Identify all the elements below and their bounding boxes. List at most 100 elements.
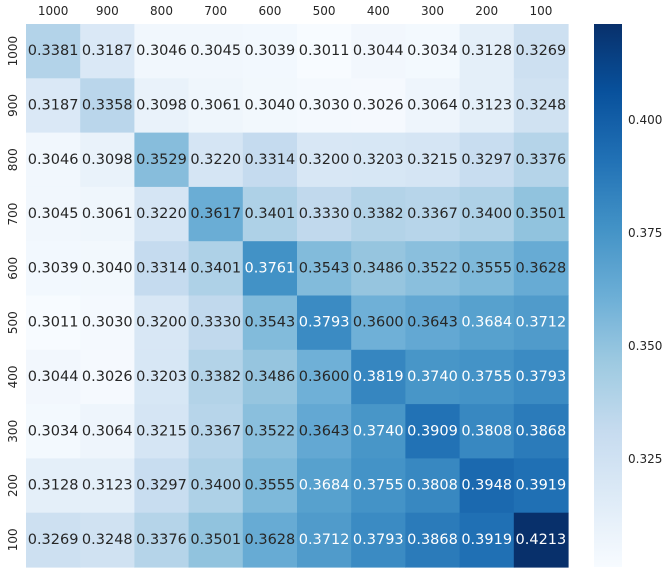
heatmap-cell-label-r7-c2: 0.3215 <box>136 423 187 439</box>
heatmap-cell-label-r9-c8: 0.3919 <box>461 532 512 548</box>
heatmap-cell-r3-c0 <box>26 186 81 242</box>
heatmap-cell-label-r3-c0: 0.3045 <box>28 206 79 222</box>
heatmap-cell-r2-c2 <box>134 132 190 188</box>
heatmap-cell-r8-c8 <box>459 458 515 514</box>
heatmap-cell-r6-c3 <box>188 349 244 405</box>
y-tick-label-7: 300 <box>6 420 20 443</box>
heatmap-cell-label-r9-c6: 0.3793 <box>353 532 404 548</box>
heatmap-cell-r2-c5 <box>297 132 352 188</box>
heatmap-cell-label-r0-c2: 0.3046 <box>136 43 187 59</box>
heatmap-cell-label-r7-c6: 0.3740 <box>353 423 404 439</box>
colorbar-tick-labels: 0.325 0.350 0.375 0.400 <box>628 113 662 466</box>
heatmap-cell-label-r2-c4: 0.3314 <box>245 152 296 168</box>
heatmap-cell-label-r4-c5: 0.3543 <box>299 260 350 276</box>
heatmap-cell-r1-c5 <box>297 78 352 134</box>
heatmap-cell-r3-c2 <box>134 186 190 242</box>
heatmap-cell-label-r4-c2: 0.3314 <box>136 260 187 276</box>
heatmap-cell-label-r0-c1: 0.3187 <box>82 43 133 59</box>
heatmap-cell-label-r5-c1: 0.3030 <box>82 315 133 331</box>
heatmap-cell-label-r7-c4: 0.3522 <box>245 423 296 439</box>
heatmap-cell-label-r6-c3: 0.3382 <box>190 369 241 385</box>
y-tick-label-0: 1000 <box>6 36 20 67</box>
heatmap-cell-r2-c6 <box>351 132 406 188</box>
heatmap-cell-r9-c4 <box>242 512 298 568</box>
x-tick-label-8: 200 <box>475 4 498 18</box>
heatmap-cell-label-r9-c2: 0.3376 <box>136 532 187 548</box>
heatmap-cell-label-r4-c4: 0.3761 <box>245 260 296 276</box>
heatmap-cell-label-r1-c4: 0.3040 <box>245 97 296 113</box>
heatmap-cells <box>26 24 569 568</box>
heatmap-cell-r8-c3 <box>188 458 244 514</box>
heatmap-cell-label-r8-c9: 0.3919 <box>516 478 567 494</box>
heatmap-cell-r8-c2 <box>134 458 190 514</box>
heatmap-cell-label-r1-c3: 0.3061 <box>190 97 241 113</box>
heatmap-cell-r6-c4 <box>242 349 298 405</box>
heatmap-cell-r6-c0 <box>26 349 81 405</box>
heatmap-cell-label-r7-c8: 0.3808 <box>461 423 512 439</box>
heatmap-cell-label-r3-c4: 0.3401 <box>245 206 296 222</box>
heatmap-cell-label-r6-c4: 0.3486 <box>245 369 296 385</box>
heatmap-cell-label-r4-c7: 0.3522 <box>407 260 458 276</box>
heatmap-cell-r8-c1 <box>80 458 135 514</box>
heatmap-cell-label-r9-c7: 0.3868 <box>407 532 458 548</box>
heatmap-cell-r7-c5 <box>297 404 352 459</box>
heatmap-cell-r5-c6 <box>351 295 406 351</box>
heatmap-cell-r2-c3 <box>188 132 244 188</box>
heatmap-cell-label-r2-c6: 0.3203 <box>353 152 404 168</box>
heatmap-cell-label-r1-c1: 0.3358 <box>82 97 133 113</box>
heatmap-cell-r4-c0 <box>26 241 81 297</box>
heatmap-cell-r7-c9 <box>513 404 569 459</box>
y-tick-label-5: 500 <box>6 311 20 334</box>
heatmap-cell-label-r6-c7: 0.3740 <box>407 369 458 385</box>
heatmap-cell-r3-c6 <box>351 186 406 242</box>
heatmap-cell-r7-c2 <box>134 404 190 459</box>
y-tick-label-3: 700 <box>6 203 20 226</box>
heatmap-cell-r7-c3 <box>188 404 244 459</box>
heatmap-cell-label-r7-c5: 0.3643 <box>299 423 350 439</box>
heatmap-cell-label-r4-c0: 0.3039 <box>28 260 79 276</box>
heatmap-cell-label-r2-c3: 0.3220 <box>190 152 241 168</box>
heatmap-cell-r1-c8 <box>459 78 515 134</box>
heatmap-cell-r4-c7 <box>405 241 461 297</box>
heatmap-cell-label-r0-c6: 0.3044 <box>353 43 404 59</box>
heatmap-cell-r0-c3 <box>188 24 244 79</box>
heatmap-cell-r2-c0 <box>26 132 81 188</box>
x-tick-label-6: 400 <box>367 4 390 18</box>
colorbar-tick-label-3: 0.400 <box>628 113 662 127</box>
heatmap-cell-r3-c3 <box>188 186 244 242</box>
heatmap-cell-label-r8-c8: 0.3948 <box>461 478 512 494</box>
y-tick-label-1: 900 <box>6 94 20 117</box>
heatmap-cell-r4-c6 <box>351 241 406 297</box>
heatmap-cell-r4-c9 <box>513 241 569 297</box>
heatmap-cell-r3-c8 <box>459 186 515 242</box>
heatmap-cell-label-r5-c4: 0.3543 <box>245 315 296 331</box>
heatmap-cell-label-r1-c8: 0.3123 <box>461 97 512 113</box>
heatmap-cell-r1-c6 <box>351 78 406 134</box>
heatmap-cell-label-r3-c7: 0.3367 <box>407 206 458 222</box>
heatmap-cell-label-r2-c8: 0.3297 <box>461 152 512 168</box>
heatmap-cell-r6-c6 <box>351 349 406 405</box>
x-tick-label-3: 700 <box>204 4 227 18</box>
heatmap-cell-label-r1-c9: 0.3248 <box>516 97 567 113</box>
heatmap-cell-r5-c8 <box>459 295 515 351</box>
heatmap-cell-r0-c6 <box>351 24 406 79</box>
heatmap-cell-r0-c0 <box>26 24 81 79</box>
x-tick-label-7: 300 <box>421 4 444 18</box>
heatmap-cell-r7-c7 <box>405 404 461 459</box>
heatmap-cell-r1-c9 <box>513 78 569 134</box>
heatmap-cell-label-r6-c1: 0.3026 <box>82 369 133 385</box>
heatmap-cell-label-r7-c3: 0.3367 <box>190 423 241 439</box>
heatmap-cell-r1-c4 <box>242 78 298 134</box>
heatmap-cell-r2-c9 <box>513 132 569 188</box>
heatmap-cell-label-r1-c5: 0.3030 <box>299 97 350 113</box>
heatmap-cell-r4-c2 <box>134 241 190 297</box>
heatmap-cell-r1-c0 <box>26 78 81 134</box>
colorbar <box>594 24 622 567</box>
heatmap-cell-label-r5-c5: 0.3793 <box>299 315 350 331</box>
heatmap-cell-label-r2-c9: 0.3376 <box>516 152 567 168</box>
heatmap-cell-label-r5-c8: 0.3684 <box>461 315 512 331</box>
heatmap-cell-r6-c8 <box>459 349 515 405</box>
heatmap-cell-r7-c4 <box>242 404 298 459</box>
heatmap-cell-r5-c3 <box>188 295 244 351</box>
